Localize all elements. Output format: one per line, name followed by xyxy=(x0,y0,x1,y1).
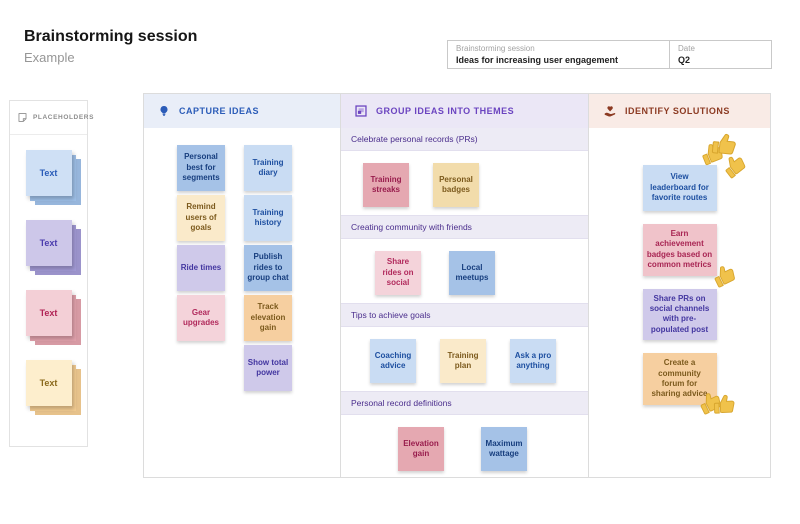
placeholder-sticky-stack[interactable]: Text xyxy=(25,360,81,415)
placeholder-sticky[interactable]: Text xyxy=(25,360,72,406)
column-header-capture-ideas[interactable]: CAPTURE IDEAS xyxy=(144,94,340,128)
column-header-identify-solutions[interactable]: IDENTIFY SOLUTIONS xyxy=(589,94,770,128)
title-block: Brainstorming session Example xyxy=(24,28,197,65)
solution-sticky-wrap: Earn achievement badges based on common … xyxy=(642,224,735,288)
sticky-note[interactable]: Ask a pro anything xyxy=(510,339,556,383)
thumbs-up-cluster xyxy=(712,263,737,288)
board: CAPTURE IDEAS Personal best for segments… xyxy=(143,93,771,478)
sticky-note[interactable]: Personal best for segments xyxy=(177,145,225,191)
placeholder-sticky[interactable]: Text xyxy=(25,220,72,266)
theme-label[interactable]: Personal record definitions xyxy=(341,391,588,415)
lightbulb-icon xyxy=(158,105,170,117)
sticky-note[interactable]: Earn achievement badges based on common … xyxy=(642,224,717,276)
sticky-note[interactable]: Coaching advice xyxy=(370,339,416,383)
group-ideas-body: Celebrate personal records (PRs) Training… xyxy=(341,128,588,479)
theme-section: Celebrate personal records (PRs) Training… xyxy=(341,128,588,215)
theme-label[interactable]: Tips to achieve goals xyxy=(341,303,588,327)
column-group-ideas-into-themes: GROUP IDEAS INTO THEMES Celebrate person… xyxy=(340,93,589,478)
thumbs-up-icon xyxy=(701,144,723,166)
solution-sticky-wrap: Create a community forum for sharing adv… xyxy=(642,353,734,415)
identify-solutions-body: View leaderboard for favorite routes Ear… xyxy=(589,128,770,415)
column-title: GROUP IDEAS INTO THEMES xyxy=(376,106,515,116)
placeholders-panel: PLACEHOLDERS Text Text Text Text xyxy=(9,100,93,447)
placeholder-sticky[interactable]: Text xyxy=(25,150,72,196)
placeholders-list: Text Text Text Text xyxy=(10,135,87,415)
sticky-note-icon xyxy=(17,112,28,123)
sticky-note[interactable]: Gear upgrades xyxy=(177,295,225,341)
thumbs-up-cluster xyxy=(698,390,737,417)
sticky-note[interactable]: Track elevation gain xyxy=(244,295,292,341)
thumbs-up-icon xyxy=(711,133,736,155)
thumbs-up-icon xyxy=(725,156,745,179)
sticky-note[interactable]: Training streaks xyxy=(363,163,409,207)
thumbs-up-icon xyxy=(713,394,734,414)
theme-section: Creating community with friends Share rid… xyxy=(341,215,588,303)
frame-icon xyxy=(355,105,367,117)
session-info-box[interactable]: Brainstorming session Ideas for increasin… xyxy=(447,40,772,69)
sticky-note[interactable]: Elevation gain xyxy=(398,427,444,471)
thumbs-up-icon xyxy=(714,265,735,288)
sticky-note[interactable]: Share rides on social xyxy=(375,251,421,295)
sticky-note[interactable]: Personal badges xyxy=(433,163,479,207)
info-field-value: Q2 xyxy=(678,55,691,65)
sticky-note[interactable]: Publish rides to group chat xyxy=(244,245,292,291)
sticky-note[interactable]: Create a community forum for sharing adv… xyxy=(642,353,717,405)
info-field-label: Date xyxy=(678,44,695,53)
page-title: Brainstorming session xyxy=(24,28,198,45)
placeholder-sticky-stack[interactable]: Text xyxy=(25,220,81,275)
sticky-note[interactable]: Remind users of goals xyxy=(177,195,225,241)
column-capture-ideas: CAPTURE IDEAS Personal best for segments… xyxy=(143,93,341,478)
solution-sticky-wrap: Share PRs on social channels with pre-po… xyxy=(642,288,717,341)
theme-stickies: Coaching advice Training plan Ask a pro an… xyxy=(341,327,588,391)
thumbs-up-cluster xyxy=(700,133,747,179)
info-field-value: Ideas for increasing user engagement xyxy=(456,55,619,65)
info-field-label: Brainstorming session xyxy=(456,44,535,53)
sticky-note[interactable]: Training plan xyxy=(440,339,486,383)
theme-section: Personal record definitions Elevation gai… xyxy=(341,391,588,479)
sticky-note[interactable]: View leaderboard for favorite routes xyxy=(642,165,717,211)
sticky-note[interactable]: Training history xyxy=(244,195,292,241)
sticky-note[interactable]: Share PRs on social channels with pre-po… xyxy=(642,288,717,341)
sticky-note[interactable]: Training diary xyxy=(244,145,292,191)
theme-stickies: Share rides on social Local meetups xyxy=(341,239,588,303)
theme-label[interactable]: Celebrate personal records (PRs) xyxy=(341,128,588,151)
theme-label[interactable]: Creating community with friends xyxy=(341,215,588,239)
placeholder-sticky-stack[interactable]: Text xyxy=(25,290,81,345)
sticky-note[interactable]: Show total power xyxy=(244,345,292,391)
theme-stickies: Elevation gain Maximum wattage xyxy=(341,415,588,479)
placeholders-header: PLACEHOLDERS xyxy=(10,101,93,135)
hand-heart-icon xyxy=(603,105,616,118)
sticky-note[interactable]: Local meetups xyxy=(449,251,495,295)
sticky-column: Personal best for segments Remind users o… xyxy=(177,145,225,391)
sticky-column: Training diary Training history Publish ri… xyxy=(244,145,292,391)
theme-stickies: Training streaks Personal badges xyxy=(341,151,588,215)
sticky-note[interactable]: Maximum wattage xyxy=(481,427,527,471)
sticky-note[interactable]: Ride times xyxy=(177,245,225,291)
theme-section: Tips to achieve goals Coaching advice Trai… xyxy=(341,303,588,391)
solution-sticky-wrap: View leaderboard for favorite routes xyxy=(642,133,745,211)
column-header-group-ideas[interactable]: GROUP IDEAS INTO THEMES xyxy=(341,94,588,128)
column-title: IDENTIFY SOLUTIONS xyxy=(625,106,730,116)
placeholders-title: PLACEHOLDERS xyxy=(33,114,95,121)
info-field[interactable]: Brainstorming session Ideas for increasin… xyxy=(448,41,669,68)
column-title: CAPTURE IDEAS xyxy=(179,106,260,116)
info-field[interactable]: Date Q2 xyxy=(669,41,771,68)
placeholder-sticky[interactable]: Text xyxy=(25,290,72,336)
column-identify-solutions: IDENTIFY SOLUTIONS View leaderboard for … xyxy=(588,93,771,478)
capture-ideas-body: Personal best for segments Remind users o… xyxy=(144,128,340,391)
page-subtitle: Example xyxy=(24,50,75,65)
placeholder-sticky-stack[interactable]: Text xyxy=(25,150,81,205)
